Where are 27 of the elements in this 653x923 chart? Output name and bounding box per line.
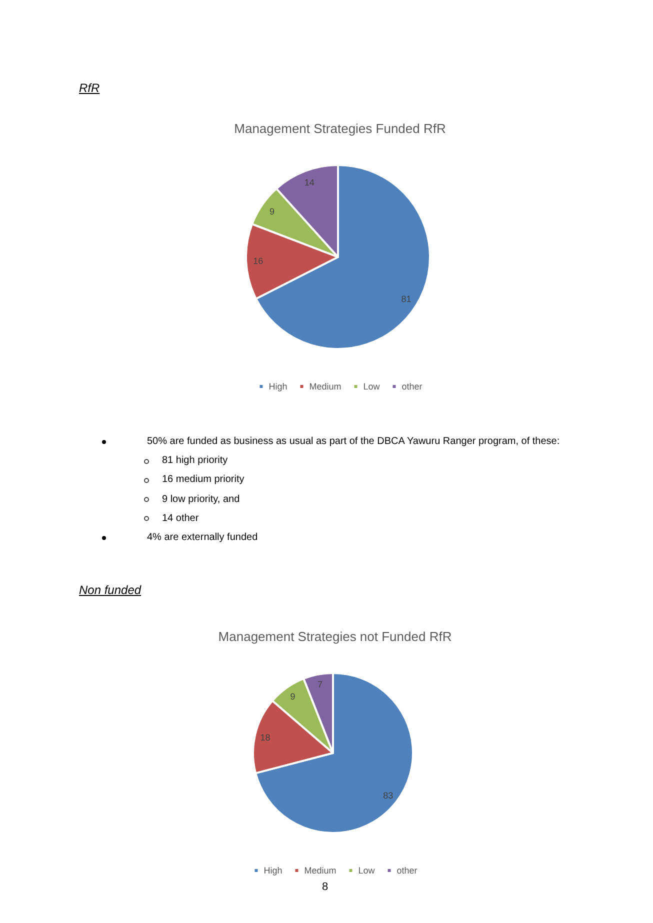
text: Non funded: [79, 583, 142, 597]
data-label: 16: [253, 256, 264, 266]
text: 16 medium priority: [162, 474, 244, 486]
text: 14 other: [162, 512, 199, 525]
data-label: 7: [317, 680, 323, 690]
legend-label: Medium: [309, 382, 342, 392]
chart-title: Management Strategies not Funded RfR: [218, 629, 452, 644]
legend-label: High: [264, 866, 282, 876]
data-label: 18: [260, 732, 270, 742]
text: 9 low priority, and: [162, 494, 240, 506]
legend-label: Medium: [304, 866, 336, 876]
data-label: 9: [270, 206, 275, 217]
data-label: 9: [290, 691, 296, 702]
text: 81 high priority: [162, 455, 228, 468]
legend-label: other: [402, 382, 422, 392]
chart-title: Management Strategies Funded RfR: [234, 121, 446, 136]
data-label: 81: [401, 294, 412, 304]
text: 50% are funded as business as usual as part of the DBCA Yawuru Ranger program, of these:: [147, 436, 560, 448]
text: RfR: [79, 81, 100, 95]
data-label: 83: [383, 790, 394, 801]
legend-label: High: [268, 382, 288, 392]
text: 4% are externally funded: [147, 532, 258, 544]
data-label: 14: [304, 177, 314, 188]
legend-label: Low: [358, 866, 376, 876]
text: 8: [322, 881, 328, 893]
legend-label: Low: [363, 382, 380, 392]
legend-label: other: [396, 866, 418, 876]
